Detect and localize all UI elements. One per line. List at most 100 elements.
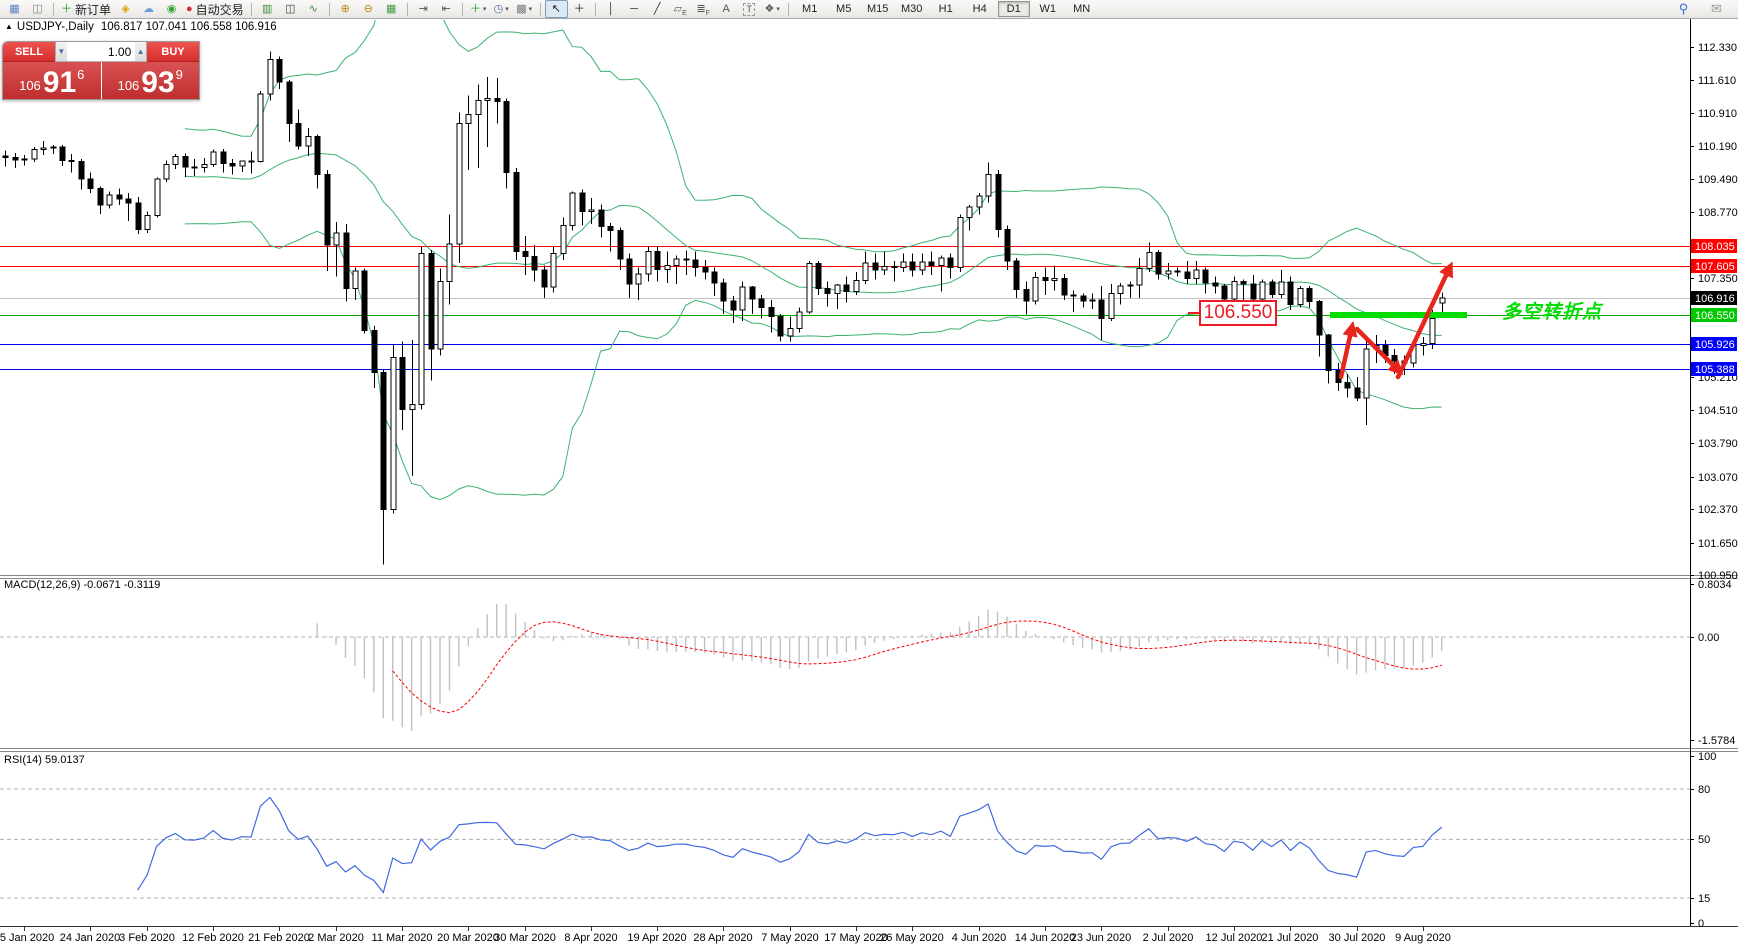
equidistant-channel-button[interactable]: ▱ E xyxy=(669,0,692,18)
buy-price[interactable]: 106 93 9 xyxy=(101,62,199,99)
metaeditor-icon[interactable]: ◈ xyxy=(114,0,137,18)
sell-button[interactable]: SELL xyxy=(3,42,55,62)
pivot-annotation-text[interactable]: 多空转折点 xyxy=(1502,302,1603,323)
candlesticks-icon[interactable]: ◫ xyxy=(279,0,302,18)
timeframe-m1[interactable]: M1 xyxy=(802,3,818,15)
svg-text:12 Jul 2020: 12 Jul 2020 xyxy=(1206,932,1263,944)
price-callout-label[interactable]: 106.550 xyxy=(1199,300,1277,326)
candle-body xyxy=(154,178,161,216)
pivot-highlight-bar[interactable] xyxy=(1330,312,1467,318)
search-icon-glyph: ⚲ xyxy=(1678,1,1689,16)
chart-window-icon[interactable]: ▦ xyxy=(3,0,26,18)
buy-big-figure: 106 xyxy=(117,78,140,93)
chart-title: ▲ USDJPY-,Daily 106.817 107.041 106.558 10… xyxy=(5,21,277,33)
tile-windows-icon[interactable]: ▦ xyxy=(380,0,403,18)
svg-text:20 Mar 2020: 20 Mar 2020 xyxy=(437,932,499,944)
templates-button[interactable]: ▩ ▾ xyxy=(513,0,536,18)
candle-body xyxy=(248,160,255,163)
sell-price[interactable]: 106 91 6 xyxy=(3,62,101,99)
svg-text:7 May 2020: 7 May 2020 xyxy=(761,932,818,944)
cursor-glyph: ↖ xyxy=(551,3,561,15)
profiles-icon[interactable]: ◫ xyxy=(26,0,49,18)
candle-body xyxy=(163,163,170,180)
zoom-out-icon[interactable]: ⊖ xyxy=(357,0,380,18)
candle-body xyxy=(758,298,765,308)
price-axis: 112.330 111.610 110.910 110.190 109.490 108.7… xyxy=(1690,42,1738,582)
candle-body xyxy=(418,252,425,406)
candle-body xyxy=(1013,260,1020,291)
candle-body xyxy=(1080,295,1087,302)
timeframe-m5[interactable]: M5 xyxy=(836,3,852,15)
candle-body xyxy=(702,266,709,273)
signals-icon-glyph: ◉ xyxy=(166,3,177,15)
shapes-button[interactable]: ❖ ▾ xyxy=(761,0,784,18)
crosshair-button[interactable]: ＋ xyxy=(568,0,591,18)
add-indicator-button[interactable]: ＋ ▾ xyxy=(467,0,490,18)
macd-plot xyxy=(0,603,1690,731)
timeframe-h1[interactable]: H1 xyxy=(938,3,953,15)
autotrading-button[interactable]: ● 自动交易 xyxy=(183,0,247,18)
svg-text:21 Feb 2020: 21 Feb 2020 xyxy=(248,932,310,944)
fibonacci-button[interactable]: ≣ F xyxy=(692,0,715,18)
dropdown-caret-icon[interactable]: ▾ xyxy=(776,6,780,13)
line-chart-icon[interactable]: ∿ xyxy=(302,0,325,18)
templates-glyph: ▩ xyxy=(516,3,527,15)
collapse-trade-panel-icon[interactable]: ▲ xyxy=(5,22,13,31)
price-level-lines[interactable] xyxy=(0,246,1690,370)
candle-body xyxy=(1316,301,1323,336)
panel-separators[interactable] xyxy=(0,19,1738,927)
bar-chart-icon[interactable]: ▥ xyxy=(256,0,279,18)
rsi-indicator-label: RSI(14) 59.0137 xyxy=(4,754,85,766)
toolbar-separator xyxy=(250,2,252,16)
svg-text:21 Jul 2020: 21 Jul 2020 xyxy=(1262,932,1319,944)
candle-body xyxy=(503,100,510,174)
new-order-button[interactable]: ＋新订单 xyxy=(58,0,114,18)
svg-text:109.490: 109.490 xyxy=(1698,174,1738,186)
volume-decrease-button[interactable]: ▼ xyxy=(56,42,67,61)
candle-body xyxy=(777,316,784,337)
cursor-button[interactable]: ↖ xyxy=(544,0,568,18)
vertical-line-button[interactable]: │ xyxy=(600,0,623,18)
equidistant-channel-glyph: ▱ xyxy=(673,3,683,15)
timeframe-d1[interactable]: D1 xyxy=(997,1,1030,17)
candle-body xyxy=(985,174,992,197)
auto-scroll-icon-glyph: ⇥ xyxy=(418,3,428,15)
auto-scroll-icon[interactable]: ⇥ xyxy=(412,0,435,18)
timeframe-m15[interactable]: M15 xyxy=(866,3,889,15)
community-icon[interactable]: ☁ xyxy=(137,0,160,18)
dropdown-caret-icon[interactable]: ▾ xyxy=(528,6,533,13)
trendline-button[interactable]: ╱ xyxy=(646,0,669,18)
trend-arrows[interactable] xyxy=(1338,261,1453,380)
timeframe-m30[interactable]: M30 xyxy=(900,3,923,15)
candle-body xyxy=(437,280,444,350)
zoom-in-icon[interactable]: ⊕ xyxy=(334,0,357,18)
candle-body xyxy=(711,271,718,284)
chart-shift-icon[interactable]: ⇤ xyxy=(435,0,458,18)
tile-windows-icon-glyph: ▦ xyxy=(385,3,397,15)
candle-body xyxy=(1278,281,1285,295)
timeframe-h4[interactable]: H4 xyxy=(972,3,987,15)
shapes-glyph: ❖ xyxy=(764,3,775,15)
svg-text:-1.5784: -1.5784 xyxy=(1698,735,1735,747)
timeframe-w1[interactable]: W1 xyxy=(1039,3,1056,15)
candle-body xyxy=(664,265,671,270)
candle-body xyxy=(116,194,123,200)
volume-increase-button[interactable]: ▲ xyxy=(135,42,146,61)
search-icon[interactable]: ⚲ xyxy=(1672,0,1695,18)
horizontal-line-button[interactable]: ─ xyxy=(623,0,646,18)
dropdown-caret-icon[interactable]: ▾ xyxy=(505,6,509,13)
candle-body xyxy=(135,202,142,230)
volume-input[interactable] xyxy=(66,42,136,61)
periods-button[interactable]: ◷ ▾ xyxy=(490,0,513,18)
chat-icon[interactable]: ✉ xyxy=(1705,0,1728,18)
candle-body xyxy=(1155,252,1162,275)
timeframe-mn[interactable]: MN xyxy=(1073,3,1091,15)
periods-glyph: ◷ xyxy=(493,3,504,15)
dropdown-caret-icon[interactable]: ▾ xyxy=(482,6,487,13)
signals-icon[interactable]: ◉ xyxy=(160,0,183,18)
svg-text:107.350: 107.350 xyxy=(1698,273,1738,285)
text-label-button[interactable]: T xyxy=(738,0,761,18)
text-button[interactable]: A xyxy=(715,0,738,18)
buy-button[interactable]: BUY xyxy=(147,42,199,62)
